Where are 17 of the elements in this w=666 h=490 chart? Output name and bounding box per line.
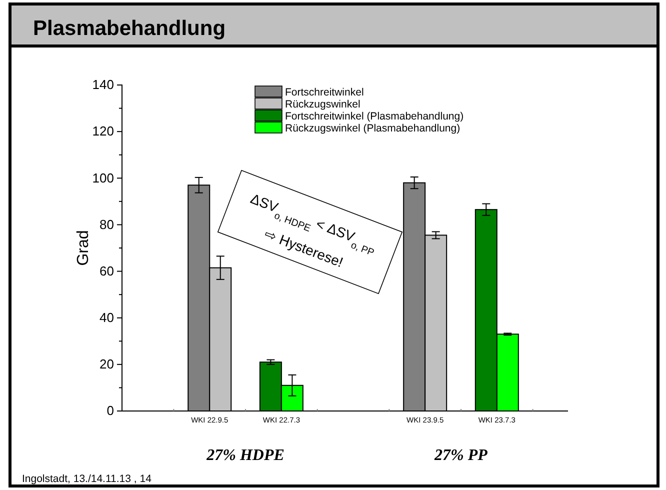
text: Ingolstadt, 13./14.11.13 , 14 [22, 473, 152, 485]
y-tick-label: 20 [100, 356, 114, 372]
y-tick-label: 0 [106, 403, 114, 418]
legend-label: Fortschreitwinkel (Plasmabehandlung) [285, 110, 464, 122]
y-tick-label: 40 [100, 310, 114, 326]
legend-label: Fortschreitwinkel [285, 86, 364, 98]
y-tick-label: 120 [92, 124, 114, 139]
y-tick-label: 100 [92, 170, 114, 186]
y-tick-label: 60 [100, 263, 114, 278]
text: 27% HDPE [206, 447, 284, 464]
legend-label: Rückzugswinkel (Plasmabehandlung) [285, 122, 460, 134]
y-tick-label: 140 [92, 77, 114, 92]
y-tick-label: 80 [100, 216, 114, 232]
y-axis-title: Grad [75, 230, 92, 266]
chart-title: Plasmabehandlung [33, 17, 226, 40]
text: 27% PP [434, 447, 488, 464]
legend-label: Rückzugswinkel [285, 98, 360, 110]
